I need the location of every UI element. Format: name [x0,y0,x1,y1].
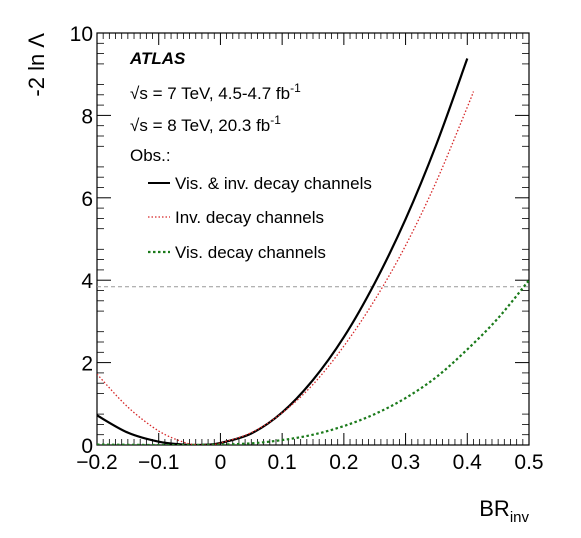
y-axis-title: -2 ln Λ [24,33,49,97]
series-line-0 [97,58,469,445]
energy-7-sup: -1 [290,81,301,95]
energy-8-sup: -1 [270,113,281,127]
x-tick-label: 0.1 [268,451,297,474]
y-tick-label: 4 [81,270,93,293]
series-layer [97,58,529,445]
obs-label: Obs.: [130,146,171,165]
sqrt-s-7: √s [130,84,148,103]
legend-label-vis: Vis. decay channels [175,243,326,262]
x-tick-label: −0.2 [76,451,117,474]
y-tick-label: 10 [70,23,93,46]
experiment-label: ATLAS [129,49,186,68]
energy-8-text: = 8 TeV, 20.3 fb [148,116,270,135]
x-tick-label: −0.1 [138,451,179,474]
sqrt-s-8: √s [130,116,148,135]
energy-7-text: = 7 TeV, 4.5-4.7 fb [148,84,290,103]
y-tick-label: 6 [81,188,93,211]
series-line-1 [97,91,475,445]
y-tick-label: 8 [81,105,93,128]
legend-label-vis-inv: Vis. & inv. decay channels [175,174,372,193]
x-axis-ticks: −0.2 −0.1 0 0.1 0.2 0.3 0.4 0.5 [76,33,544,474]
legend-label-inv: Inv. decay channels [175,208,324,227]
x-tick-label: 0.2 [329,451,358,474]
legend: Vis. & inv. decay channels Inv. decay ch… [148,174,372,262]
x-tick-label: 0.5 [514,451,543,474]
energy-line-7tev: √s = 7 TeV, 4.5-4.7 fb-1 [130,81,301,103]
x-axis-title-main: BR [479,496,510,521]
x-tick-label: 0 [215,451,227,474]
energy-line-8tev: √s = 8 TeV, 20.3 fb-1 [130,113,281,135]
series-line-2 [97,279,529,445]
x-tick-label: 0.3 [391,451,420,474]
x-axis-title: BRinv [479,496,529,526]
y-axis-ticks: 0 2 4 6 8 10 [70,23,529,458]
x-axis-title-sub: inv [510,509,530,526]
y-tick-label: 0 [81,435,93,458]
x-tick-label: 0.4 [453,451,483,474]
y-tick-label: 2 [81,353,93,376]
